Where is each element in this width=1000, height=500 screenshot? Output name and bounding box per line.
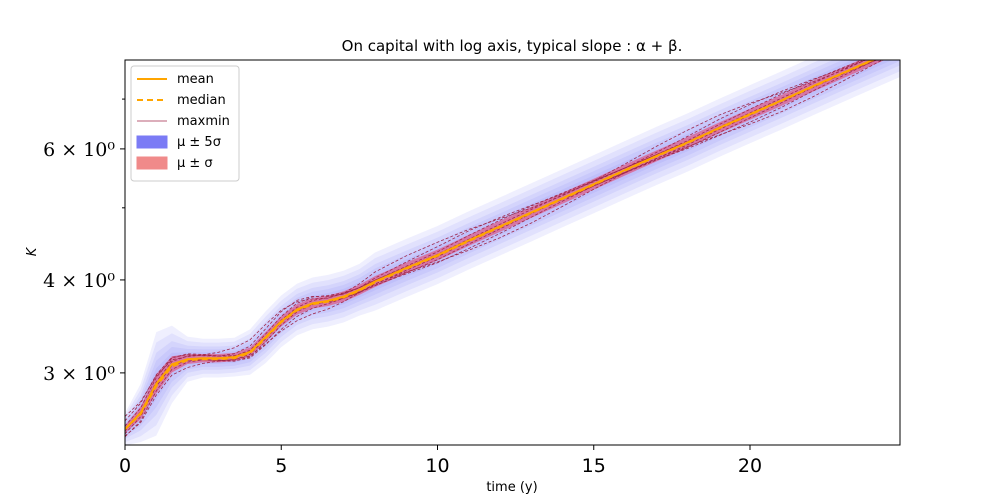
x-tick-label: 5 <box>275 455 287 477</box>
band-5sigma-layer-2 <box>125 60 900 439</box>
y-tick-label: 4 × 10⁰ <box>43 270 115 292</box>
legend-label: median <box>177 93 226 108</box>
legend-patch <box>136 135 168 149</box>
bands-layer <box>125 60 900 445</box>
legend-label: maxmin <box>177 114 230 129</box>
maxmin-line-2 <box>125 60 878 435</box>
y-tick-label: 3 × 10⁰ <box>43 363 115 385</box>
band-5sigma-layer-0 <box>125 60 900 445</box>
legend-label: mean <box>177 72 214 87</box>
x-tick-label: 20 <box>738 455 762 477</box>
legend-label: μ ± 5σ <box>177 135 221 150</box>
y-axis-label: K <box>25 246 40 256</box>
legend: mean median maxmin μ ± 5σ μ ± σ <box>130 65 240 182</box>
legend-label: μ ± σ <box>177 156 213 171</box>
maxmin-line-3 <box>125 60 878 432</box>
series-layer <box>125 60 876 430</box>
series-median-line <box>125 60 876 430</box>
chart-title: On capital with log axis, typical slope … <box>342 37 683 55</box>
y-tick-label: 6 × 10⁰ <box>43 139 115 161</box>
x-axis: 0 5 10 15 20 <box>119 445 762 477</box>
maxmin-line-8 <box>125 60 867 417</box>
legend-patch <box>136 156 168 170</box>
maxmin-line-6 <box>125 60 864 427</box>
band-5sigma-layer-1 <box>125 60 900 443</box>
x-axis-label: time (y) <box>486 480 537 495</box>
y-axis: 3 × 10⁰ 4 × 10⁰ 6 × 10⁰ <box>43 98 125 385</box>
plot-frame <box>124 59 901 446</box>
x-tick-label: 10 <box>425 455 449 477</box>
legend-box <box>130 65 240 182</box>
maxmin-line-0 <box>125 60 884 437</box>
x-tick-label: 15 <box>582 455 606 477</box>
maxmin-line-7 <box>125 60 867 422</box>
x-tick-label: 0 <box>119 455 131 477</box>
